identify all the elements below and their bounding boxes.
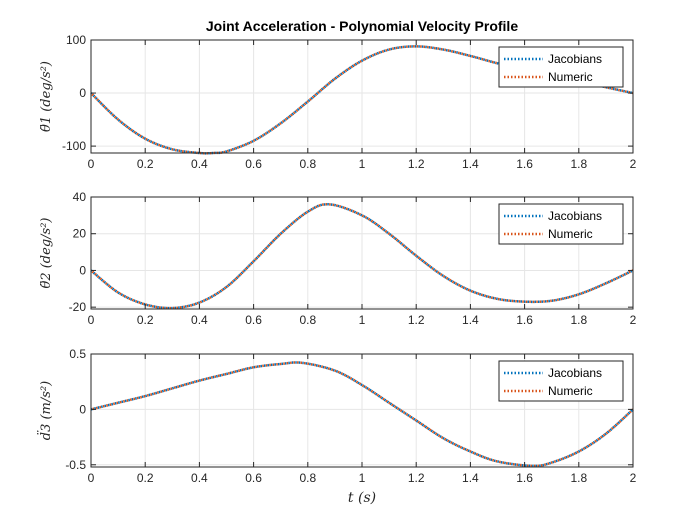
legend: Jacobians Numeric <box>498 360 624 402</box>
legend: Jacobians Numeric <box>498 46 624 88</box>
series-line-jacobians <box>90 361 634 468</box>
x-tick-label: 0.8 <box>299 471 316 485</box>
legend-box <box>498 203 624 245</box>
legend: Jacobians Numeric <box>498 203 624 245</box>
y-tick-label: 0.5 <box>69 347 86 361</box>
legend-label: Jacobians <box>548 366 602 380</box>
chart-title: Joint Acceleration - Polynomial Velocity… <box>206 18 518 34</box>
y-tick-label: 0 <box>79 263 86 277</box>
x-tick-label: 1.8 <box>570 471 587 485</box>
y-tick-label: 40 <box>73 190 87 204</box>
x-tick-label: 1.2 <box>408 157 425 171</box>
legend-label: Numeric <box>548 384 593 398</box>
y-axis-label: θ̈2 (deg/s²) <box>39 218 54 289</box>
x-tick-label: 0.4 <box>191 157 208 171</box>
x-tick-label: 0 <box>88 157 95 171</box>
x-tick-label: 0.2 <box>137 471 154 485</box>
x-tick-label: 1 <box>359 313 366 327</box>
x-tick-label: 1.4 <box>462 313 479 327</box>
y-tick-label: 100 <box>66 33 86 47</box>
x-axis-label: t (s) <box>348 490 376 506</box>
x-tick-label: 1.2 <box>408 313 425 327</box>
series-line-numeric <box>90 203 634 310</box>
x-tick-label: 0.8 <box>299 157 316 171</box>
y-tick-label: -0.5 <box>65 458 86 472</box>
x-tick-label: 2 <box>630 471 637 485</box>
x-tick-label: 1.8 <box>570 157 587 171</box>
y-tick-label: 0 <box>79 402 86 416</box>
legend-label: Numeric <box>548 70 593 84</box>
x-tick-label: 2 <box>630 313 637 327</box>
x-tick-label: 1 <box>359 157 366 171</box>
legend-label: Jacobians <box>548 52 602 66</box>
y-tick-label: 0 <box>79 86 86 100</box>
x-tick-label: 1.6 <box>516 157 533 171</box>
x-tick-label: 0.2 <box>137 157 154 171</box>
x-tick-label: 0.6 <box>245 313 262 327</box>
legend-box <box>498 360 624 402</box>
legend-box <box>498 46 624 88</box>
x-tick-label: 0 <box>88 471 95 485</box>
x-tick-label: 1.4 <box>462 471 479 485</box>
x-tick-label: 1.2 <box>408 471 425 485</box>
y-axis-label: d̈3 (m/s²) <box>36 381 54 440</box>
y-tick-label: -20 <box>69 300 87 314</box>
x-tick-label: 1.8 <box>570 313 587 327</box>
x-tick-label: 1.4 <box>462 157 479 171</box>
y-axis-label: θ̈1 (deg/s²) <box>39 61 54 132</box>
x-tick-label: 2 <box>630 157 637 171</box>
x-tick-label: 0 <box>88 313 95 327</box>
x-tick-label: 1 <box>359 471 366 485</box>
y-tick-label: -100 <box>62 139 86 153</box>
x-tick-label: 1.6 <box>516 313 533 327</box>
subplot-3: 0 0.2 0.4 0.6 0.8 1 1.2 1.4 1.6 1.8 2-0.500.5d̈3 (… <box>36 347 636 485</box>
x-tick-label: 0.6 <box>245 157 262 171</box>
x-tick-label: 0.8 <box>299 313 316 327</box>
x-tick-label: 0.2 <box>137 313 154 327</box>
legend-label: Numeric <box>548 227 593 241</box>
x-tick-label: 0.4 <box>191 471 208 485</box>
x-tick-label: 0.4 <box>191 313 208 327</box>
legend-label: Jacobians <box>548 209 602 223</box>
y-tick-label: 20 <box>73 227 87 241</box>
x-tick-label: 1.6 <box>516 471 533 485</box>
x-tick-label: 0.6 <box>245 471 262 485</box>
series-line-numeric <box>90 45 634 155</box>
